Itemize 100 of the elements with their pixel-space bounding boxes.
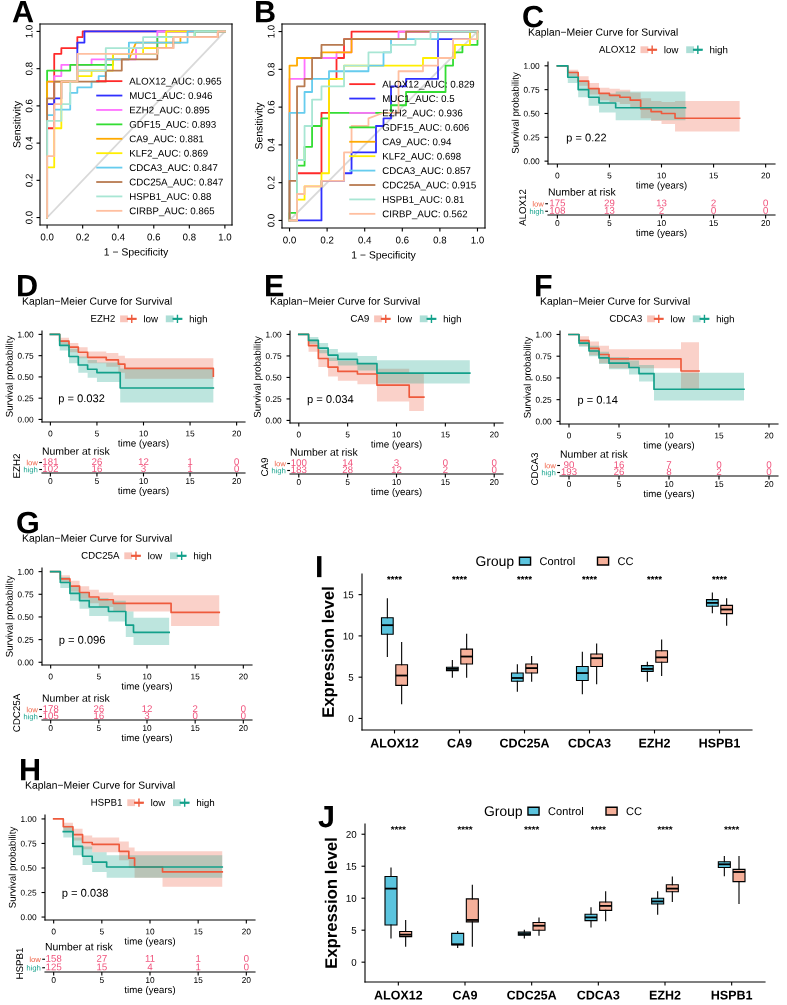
y-tick-label: 0.50 xyxy=(523,110,540,117)
x-axis-title: 1 − Specificity xyxy=(352,250,416,261)
x-tick-label: EZH2 xyxy=(649,990,681,1000)
y-tick-label: 0.25 xyxy=(523,134,540,141)
x-tick-label: CA9 xyxy=(453,990,478,1000)
x-tick-label: 0 xyxy=(296,431,301,438)
data-label: 0 xyxy=(491,459,497,467)
x-tick-label: 10 xyxy=(665,432,674,439)
text: D xyxy=(18,275,37,297)
x-tick-label: 0.8 xyxy=(182,233,196,241)
x-tick-label: 0.2 xyxy=(320,236,334,244)
legend-label: CDC25A_AUC: 0.847 xyxy=(129,178,223,188)
x-tick-label: 0 xyxy=(567,481,571,487)
x-tick-label: CDCA3 xyxy=(568,738,611,748)
data-label: 102 xyxy=(43,465,58,473)
data-label: 108 xyxy=(550,206,566,214)
y-tick-label: 0.50 xyxy=(17,374,34,381)
y-tick-label: 0.75 xyxy=(523,86,540,93)
x-tick-label: 15 xyxy=(191,673,200,680)
x-tick-label: 10 xyxy=(139,478,148,484)
x-tick-label: 5 xyxy=(99,928,104,935)
x-tick-label: 15 xyxy=(186,478,195,484)
annotation: p = 0.22 xyxy=(566,133,607,144)
legend-title: ALOX12 xyxy=(598,45,636,53)
data-label: 1 xyxy=(196,955,201,962)
data-label: 2 xyxy=(659,206,664,214)
x-tick-label: 0.6 xyxy=(395,236,409,244)
y-tick-label: 0.00 xyxy=(17,659,34,666)
legend-label: CIRBP_AUC: 0.562 xyxy=(382,210,468,220)
y-axis-title: Survival probability xyxy=(523,336,533,418)
x-tick-label: 20 xyxy=(489,479,499,485)
chart-title: Number at risk xyxy=(45,942,113,951)
annotation: **** xyxy=(581,576,598,580)
x-tick-label: 1.0 xyxy=(218,233,232,241)
y-axis-title: Survival probability xyxy=(253,336,263,418)
annotation: **** xyxy=(390,826,406,830)
y-tick-label: 0 xyxy=(351,958,357,966)
x-tick-label: 0 xyxy=(48,673,53,680)
legend-label: Control xyxy=(548,806,584,816)
data-label: 2 xyxy=(443,466,448,474)
data-label: 16 xyxy=(94,712,104,720)
data-label: 105 xyxy=(43,712,59,720)
legend-label: low xyxy=(664,46,679,54)
legend-label: low xyxy=(398,315,413,323)
data-label: 175 xyxy=(550,199,566,207)
x-axis-title: 1 − Specificity xyxy=(104,247,169,258)
legend-label: HSPB1_AUC: 0.81 xyxy=(383,196,464,205)
x-tick-label: 20 xyxy=(489,431,499,438)
data-label: 181 xyxy=(43,458,59,466)
x-tick-label: 10 xyxy=(146,928,155,935)
legend-label: CDCA3_AUC: 0.847 xyxy=(129,164,218,173)
data-label: 16 xyxy=(92,465,102,473)
x-tick-label: 0 xyxy=(51,977,56,983)
x-axis-title: time (years) xyxy=(643,441,695,451)
y-tick-label: 1.00 xyxy=(21,816,37,823)
data-label: 28 xyxy=(342,466,353,474)
x-tick-label: 20 xyxy=(764,481,774,487)
x-tick-label: 10 xyxy=(146,977,155,983)
x-tick-label: 0 xyxy=(48,430,53,437)
legend-label: high xyxy=(716,315,734,325)
legend-label: EZH2_AUC: 0.936 xyxy=(383,109,463,119)
data-label: 100 xyxy=(291,459,307,467)
legend-title: Group xyxy=(484,806,523,819)
annotation: p = 0.032 xyxy=(58,394,105,405)
x-axis-title: time (years) xyxy=(121,682,173,692)
chart-title: Kaplan−Meier Curve for Survival xyxy=(270,297,420,307)
legend-label: high xyxy=(189,315,207,325)
data-label: 3 xyxy=(144,712,150,720)
legend-label: low xyxy=(148,552,163,560)
y-tick-label: 1.00 xyxy=(266,331,282,338)
legend-label: EZH2_AUC: 0.895 xyxy=(130,106,210,116)
data-label: 178 xyxy=(43,705,59,713)
text: G xyxy=(17,511,38,534)
chart-title: Kaplan−Meier Curve for Survival xyxy=(528,28,678,38)
x-axis-title: time (years) xyxy=(117,487,169,497)
y-tick-label: 0.75 xyxy=(265,353,282,360)
y-axis-title: Sensitivity xyxy=(254,102,265,149)
y-tick-label: 15 xyxy=(343,591,354,599)
x-tick-label: 10 xyxy=(392,479,401,485)
chart-title: Kaplan−Meier Curve for Survival xyxy=(22,297,172,307)
x-tick-label: 10 xyxy=(392,431,401,438)
data-label: 0 xyxy=(491,466,497,474)
chart-title: Kaplan−Meier Curve for Survival xyxy=(22,534,172,544)
x-tick-label: ALOX12 xyxy=(374,990,423,1000)
x-tick-label: 5 xyxy=(96,673,101,680)
x-axis-title: time (years) xyxy=(370,440,422,450)
legend-label: MUC1_AUC: 0.946 xyxy=(130,92,213,101)
y-tick-label: 1.00 xyxy=(18,568,34,575)
y-tick-label: 0.50 xyxy=(535,375,552,382)
annotation: **** xyxy=(386,576,403,580)
x-tick-label: 20 xyxy=(764,432,774,439)
x-tick-label: 20 xyxy=(761,220,770,226)
text: I xyxy=(317,556,322,578)
data-label: 0 xyxy=(763,206,768,214)
x-tick-label: 0.2 xyxy=(76,233,89,241)
annotation: **** xyxy=(724,826,740,830)
text: H xyxy=(21,759,40,781)
x-tick-label: 0.0 xyxy=(283,236,296,244)
data-label: 1 xyxy=(188,458,193,466)
y-tick-label: 0.75 xyxy=(17,352,34,359)
